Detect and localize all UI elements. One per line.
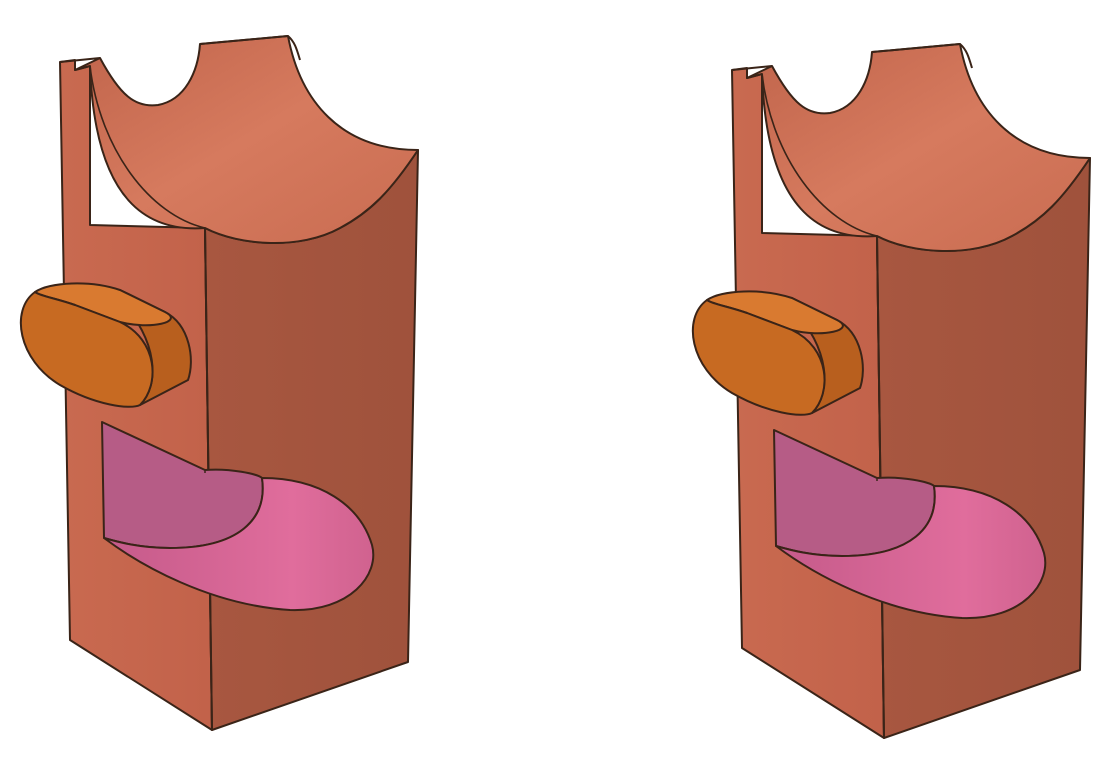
cradle-inner-edge	[89, 65, 206, 229]
obround-tab	[20, 282, 192, 408]
cad-model-copy	[691, 43, 1091, 739]
pocket-floor	[103, 477, 375, 612]
pocket-cavity	[101, 421, 375, 612]
tab-front-face	[20, 291, 154, 408]
top-rim-edge	[59, 35, 301, 63]
top-cradle-surface	[74, 35, 419, 245]
cad-model	[20, 35, 419, 731]
